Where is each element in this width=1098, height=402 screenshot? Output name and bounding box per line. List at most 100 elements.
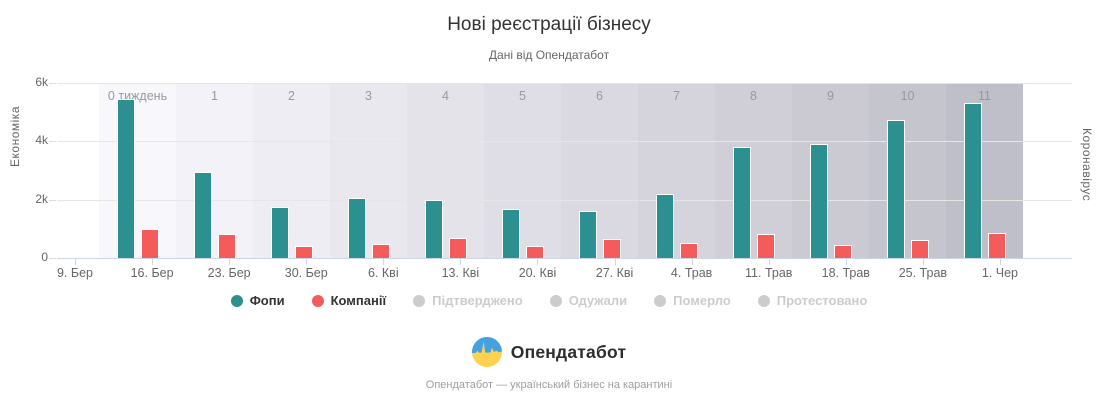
legend-item-label: Компанії (330, 293, 387, 308)
chart-subtitle: Дані від Опендатабот (488, 48, 610, 62)
x-axis-tick (614, 259, 616, 265)
x-axis-tick (229, 259, 231, 265)
bar-Фопи-23. Бер[interactable] (193, 172, 212, 258)
footer-tagline: Опендатабот — український бізнес на кара… (425, 379, 673, 391)
week-label: 3 (365, 89, 372, 103)
legend-dot (654, 294, 667, 307)
week-label: 1 (211, 89, 218, 103)
bar-Фопи-16. Бер[interactable] (116, 99, 135, 258)
x-axis-label: 11. Трав (745, 266, 793, 280)
bar-Компанії-1. Чер[interactable] (987, 232, 1006, 258)
bar-Компанії-18. Трав[interactable] (833, 244, 852, 258)
y-axis-tick (49, 83, 56, 84)
y-axis-tick-label: 2k (35, 191, 48, 206)
bar-Фопи-6. Кві[interactable] (347, 198, 366, 258)
legend-item-label: Померло (673, 293, 731, 308)
gridline (57, 200, 1072, 201)
legend-item-label: Підтверджено (432, 293, 523, 308)
bar-Компанії-20. Кві[interactable] (525, 245, 544, 258)
y-axis-tick (49, 141, 56, 142)
legend-item-label: Протестовано (776, 293, 868, 308)
bar-Фопи-4. Трав[interactable] (655, 193, 674, 258)
bar-Компанії-23. Бер[interactable] (217, 234, 236, 258)
plot-band-week-10 (869, 83, 946, 258)
plot-band-week-8 (715, 83, 792, 258)
bar-Компанії-6. Кві[interactable] (371, 244, 390, 258)
x-axis-tick (537, 259, 539, 265)
y-axis-tick (49, 258, 56, 259)
bar-Компанії-13. Кві[interactable] (448, 238, 467, 258)
bar-Компанії-16. Бер[interactable] (140, 228, 159, 258)
x-axis-label: 20. Кві (518, 266, 557, 280)
x-axis-label: 27. Кві (595, 266, 634, 280)
legend-dot (230, 294, 243, 307)
x-axis-tick (460, 259, 462, 265)
week-label: 11 (978, 89, 991, 103)
y-axis-tick (49, 200, 56, 201)
bar-Компанії-30. Бер[interactable] (294, 245, 313, 258)
plot-area: 0 тиждень 1 2 3 4 5 6 7 8 9 10 11 (57, 83, 1072, 259)
x-axis-label: 6. Кві (368, 266, 399, 280)
bar-Фопи-13. Кві[interactable] (424, 200, 443, 258)
bar-Компанії-11. Трав[interactable] (756, 233, 775, 258)
x-axis-tick (152, 259, 154, 265)
x-axis-label: 25. Трав (898, 266, 948, 280)
bar-Фопи-20. Кві[interactable] (501, 209, 520, 258)
x-axis-label: 18. Трав (821, 266, 870, 280)
week-label: 8 (750, 89, 757, 103)
bar-Фопи-18. Трав[interactable] (809, 144, 828, 258)
legend-item-label: Фопи (249, 293, 285, 308)
gridline (57, 141, 1072, 142)
x-axis-label: 13. Кві (441, 266, 480, 280)
x-axis-tick (383, 259, 385, 265)
legend-item-Одужали[interactable]: Одужали (549, 293, 628, 308)
opendatabot-brand[interactable]: Опендатабот (0, 337, 1098, 367)
x-axis-label: 1. Чер (981, 266, 1019, 280)
legend-item-Компанії[interactable]: Компанії (311, 293, 387, 308)
plot-band-week-1 (176, 83, 253, 258)
bar-Фопи-25. Трав[interactable] (886, 120, 905, 258)
legend: Фопи Компанії Підтверджено Одужали Померло Пр… (0, 293, 1098, 308)
plot-band-week-5 (484, 83, 561, 258)
x-axis-label: 30. Бер (284, 266, 328, 280)
plot-band-week-4 (407, 83, 484, 258)
bar-Фопи-30. Бер[interactable] (270, 207, 289, 258)
bar-Компанії-27. Кві[interactable] (602, 238, 621, 258)
y-axis-tick-label: 0 (41, 250, 48, 264)
week-label: 6 (596, 89, 603, 103)
chart-title: Нові реєстрації бізнесу (447, 14, 651, 35)
week-label: 0 тиждень (107, 89, 168, 103)
opendatabot-logo-icon (471, 337, 502, 367)
plot-band-week-6 (561, 83, 638, 258)
x-axis-label: 23. Бер (207, 266, 251, 280)
plot-band-week-11 (946, 83, 1023, 258)
x-axis-label: 4. Трав (670, 266, 713, 280)
plot-band-week-3 (330, 83, 407, 258)
week-label: 4 (442, 89, 449, 103)
x-axis-tick (999, 259, 1001, 265)
gridline (57, 83, 1072, 84)
plot-band-week-9 (792, 83, 869, 258)
legend-dot (311, 294, 324, 307)
legend-item-Підтверджено[interactable]: Підтверджено (413, 293, 523, 308)
week-label: 9 (827, 89, 834, 103)
bar-Компанії-25. Трав[interactable] (910, 239, 929, 258)
week-label: 5 (519, 89, 526, 103)
bar-Фопи-11. Трав[interactable] (732, 147, 751, 258)
bar-Фопи-27. Кві[interactable] (578, 211, 597, 258)
bar-Компанії-4. Трав[interactable] (679, 243, 698, 258)
plot-band-week-0 (99, 83, 176, 258)
legend-item-Фопи[interactable]: Фопи (230, 293, 285, 308)
x-axis-label: 16. Бер (130, 266, 174, 280)
legend-item-Померло[interactable]: Померло (654, 293, 731, 308)
plot-band-week-2 (253, 83, 330, 258)
brand-name: Опендатабот (510, 341, 627, 362)
bar-Фопи-1. Чер[interactable] (963, 103, 982, 258)
legend-item-Протестовано[interactable]: Протестовано (757, 293, 868, 308)
legend-item-label: Одужали (568, 293, 628, 308)
x-axis-tick (768, 259, 770, 265)
week-label: 2 (288, 89, 295, 103)
y-axis-title-right: Коронавірус (1080, 128, 1094, 202)
x-axis-tick (845, 259, 847, 265)
